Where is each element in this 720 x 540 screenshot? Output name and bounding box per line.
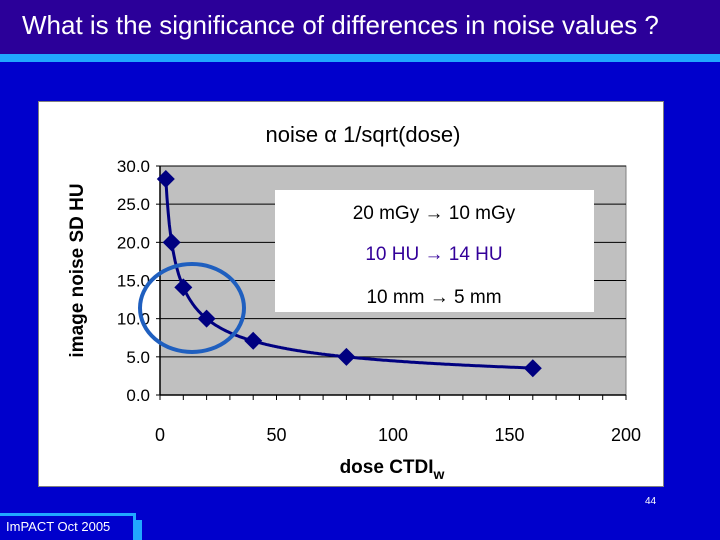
data-point xyxy=(523,359,542,378)
annotation-text: 10 HU → 14 HU xyxy=(365,244,502,265)
data-point xyxy=(197,309,216,328)
x-tick-label: 100 xyxy=(378,425,408,445)
accent-stripe xyxy=(0,54,720,62)
data-point xyxy=(337,347,356,366)
data-point xyxy=(162,233,181,252)
page-number: 44 xyxy=(645,496,657,507)
x-tick-label: 50 xyxy=(266,425,286,445)
slide-title: What is the significance of differences … xyxy=(22,10,659,40)
footer-text: ImPACT Oct 2005 xyxy=(6,519,111,534)
x-axis-label: dose CTDIw xyxy=(340,457,445,482)
noise-dose-chart: 0.05.010.015.020.025.030.00 50 100 150 20020… xyxy=(67,122,641,482)
title-bar xyxy=(0,0,720,54)
x-tick-label: 200 xyxy=(611,425,641,445)
highlight-circle xyxy=(138,262,246,354)
y-tick-label: 30.0 xyxy=(117,157,150,176)
data-point xyxy=(174,278,193,297)
annotation-box xyxy=(275,190,594,312)
y-tick-label: 25.0 xyxy=(117,195,150,214)
annotation-text: 20 mGy → 10 mGy xyxy=(353,203,516,224)
x-tick-label: 150 xyxy=(494,425,524,445)
chart-title: noise α 1/sqrt(dose) xyxy=(266,122,461,147)
x-tick-label: 0 xyxy=(155,425,165,445)
data-point xyxy=(156,169,175,188)
annotation-text: 10 mm → 5 mm xyxy=(366,287,501,308)
y-tick-label: 5.0 xyxy=(126,348,150,367)
chart-panel: 0.0 5.0 10.0 15.0 20.0 25.0 30.0 0 50 100 150 200 20… xyxy=(38,101,664,487)
y-tick-label: 15.0 xyxy=(117,272,150,291)
data-point xyxy=(244,331,263,350)
y-tick-label: 0.0 xyxy=(126,386,150,405)
y-axis-label: image noise SD HU xyxy=(67,183,88,357)
y-tick-label: 20.0 xyxy=(117,233,150,252)
footer-box xyxy=(0,513,136,540)
